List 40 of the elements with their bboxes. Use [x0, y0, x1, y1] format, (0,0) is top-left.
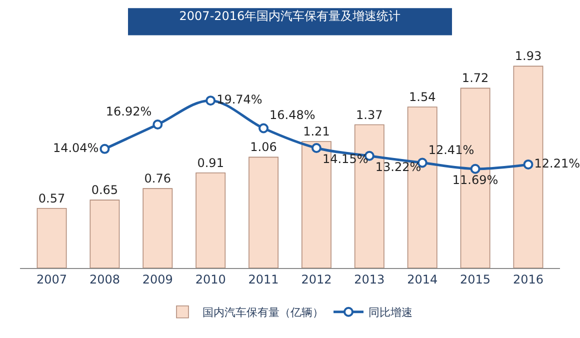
- legend-label: 同比增速: [368, 306, 412, 320]
- data-label: 1.72: [462, 71, 489, 86]
- bar: [196, 172, 226, 268]
- data-label: 14.04%: [52, 140, 99, 155]
- data-label: 1.54: [408, 90, 436, 104]
- data-label: 0.57: [38, 191, 66, 206]
- bar: [142, 188, 173, 268]
- bar: [90, 200, 120, 268]
- data-label: 0.65: [91, 183, 118, 198]
- x-tick-label: 2007: [36, 272, 68, 286]
- data-label: 16.48%: [270, 108, 316, 122]
- point: [311, 143, 322, 153]
- x-tick-label: 2008: [89, 272, 120, 286]
- point: [100, 144, 110, 154]
- data-label: 0.91: [197, 156, 224, 170]
- data-label: 1.06: [250, 140, 277, 154]
- data-label: 11.69%: [452, 172, 498, 187]
- legend-label: 国内汽车保有量（亿辆）: [202, 306, 324, 320]
- x-tick-label: 2014: [407, 272, 438, 286]
- x-tick-label: 2013: [354, 272, 385, 286]
- point: [206, 96, 216, 106]
- x-tick-label: 2011: [248, 272, 279, 286]
- x-tick-label: 2015: [460, 272, 491, 286]
- point: [258, 123, 269, 134]
- data-label: 1.93: [514, 49, 542, 64]
- bar: [248, 156, 278, 268]
- data-label: 1.21: [303, 124, 330, 138]
- x-tick-label: 2010: [195, 272, 226, 286]
- data-label: 1.37: [356, 108, 383, 122]
- point: [470, 164, 480, 174]
- x-tick-label: 2009: [142, 272, 173, 286]
- x-tick-label: 2016: [512, 272, 544, 286]
- data-label: 16.92%: [106, 104, 152, 119]
- bar: [36, 208, 67, 268]
- point: [523, 159, 534, 170]
- x-tick-label: 2012: [301, 272, 332, 286]
- data-label: 0.76: [144, 172, 172, 186]
- data-label: 19.74%: [216, 92, 262, 107]
- chart-title: 2007-2016年国内汽车保有量及增速统计: [179, 9, 401, 24]
- point: [152, 120, 163, 130]
